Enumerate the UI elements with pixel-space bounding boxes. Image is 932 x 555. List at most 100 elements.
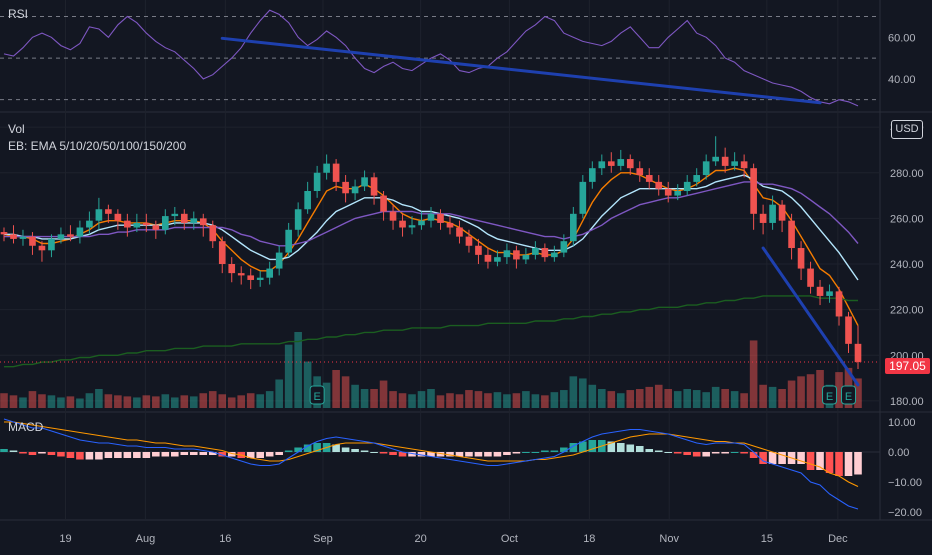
volume-bar [398,393,407,408]
candle-body [190,218,198,223]
macd-histogram-bar [825,452,834,473]
volume-bar [152,396,160,408]
candle-body [171,213,179,217]
volume-bar [208,391,217,408]
earnings-marker-label: E [313,391,320,403]
candle-body [845,316,852,344]
candle-body [10,234,17,239]
macd-histogram-bar [294,447,302,452]
volume-bar [645,386,654,408]
candle-body [380,195,387,212]
macd-histogram-bar [692,452,701,457]
candle-body [237,273,245,276]
candle-body [503,250,511,258]
candle-body [323,163,330,173]
macd-histogram-bar [389,452,397,455]
macd-histogram-bar [85,452,94,460]
volume-bar [635,389,644,408]
candle-body [617,159,625,166]
macd-histogram-bar [9,450,18,452]
ema-line-ema-200 [4,295,858,368]
volume-bar [721,389,729,408]
candle-body [0,232,8,235]
candle-body [551,252,558,258]
volume-bar [9,395,18,408]
macd-histogram-bar [560,447,568,452]
candle-body [560,241,568,253]
candle-body [114,213,122,221]
candle-body [361,177,368,187]
earnings-marker [309,385,325,405]
volume-bar [702,392,710,408]
price-tick-label: 240.00 [890,259,924,271]
macd-histogram-bar [455,452,464,457]
x-tick-label-sep: Sep [313,533,333,545]
volume-bar [835,372,843,408]
macd-histogram-bar [161,452,170,457]
volume-bar [607,391,616,408]
candle-body [152,225,160,230]
volume-bar [180,395,189,408]
volume-bar [57,397,65,408]
volume-bar [579,378,587,408]
currency-selector[interactable]: USD [891,120,923,139]
macd-histogram-bar [806,452,815,470]
candle-body [769,204,776,223]
macd-signal-line [4,421,859,487]
candle-body [427,213,435,221]
x-tick-label-15: 15 [761,533,773,545]
macd-histogram-bar [768,452,777,464]
volume-bar [664,389,673,408]
volume-bar [66,396,75,408]
rsi-tick-label: 40.00 [888,74,916,86]
volume-bar [227,397,236,408]
volume-bar [806,374,815,408]
volume-bar [484,393,492,408]
macd-histogram-bar [180,452,189,455]
volume-bar [749,340,758,408]
macd-histogram-bar [673,452,682,454]
macd-histogram-bar [541,450,549,452]
candle-body [494,257,501,262]
volume-bar [446,393,454,408]
candle-body [408,225,416,228]
macd-histogram-bar [550,450,559,452]
macd-histogram-bar [171,452,179,457]
macd-histogram-bar [427,452,435,457]
candle-body [664,188,672,196]
macd-histogram-bar [579,441,587,452]
x-tick-label-nov: Nov [659,533,679,545]
volume-bar [95,389,103,408]
macd-tick-label: 10.00 [888,417,916,429]
volume-bar [284,344,293,408]
macd-histogram-bar [503,452,511,455]
macd-histogram-bar [531,452,540,453]
candle-body [826,291,833,296]
volume-bar [503,394,511,408]
volume-bar [133,397,141,408]
candle-body [256,277,264,280]
macd-histogram-bar [493,452,502,457]
candle-body [854,343,862,363]
volume-bar [474,391,483,408]
macd-histogram-bar [256,452,264,458]
candle-body [541,248,549,258]
volume-bar [294,332,302,408]
volume-bar [654,384,663,408]
macd-histogram-bar [484,452,492,457]
volume-bar [598,389,606,408]
volume-bar [189,396,198,408]
macd-histogram-bar [360,450,369,452]
volume-bar [854,378,862,408]
candle-body [218,241,226,264]
volume-bar [427,389,435,408]
macd-tick-label: −10.00 [888,477,922,489]
volume-bar [512,393,521,408]
candle-body [389,211,397,221]
candle-body [351,186,359,194]
price-trend-line [761,246,860,387]
candle-body [721,156,729,166]
macd-histogram-bar [446,452,454,457]
